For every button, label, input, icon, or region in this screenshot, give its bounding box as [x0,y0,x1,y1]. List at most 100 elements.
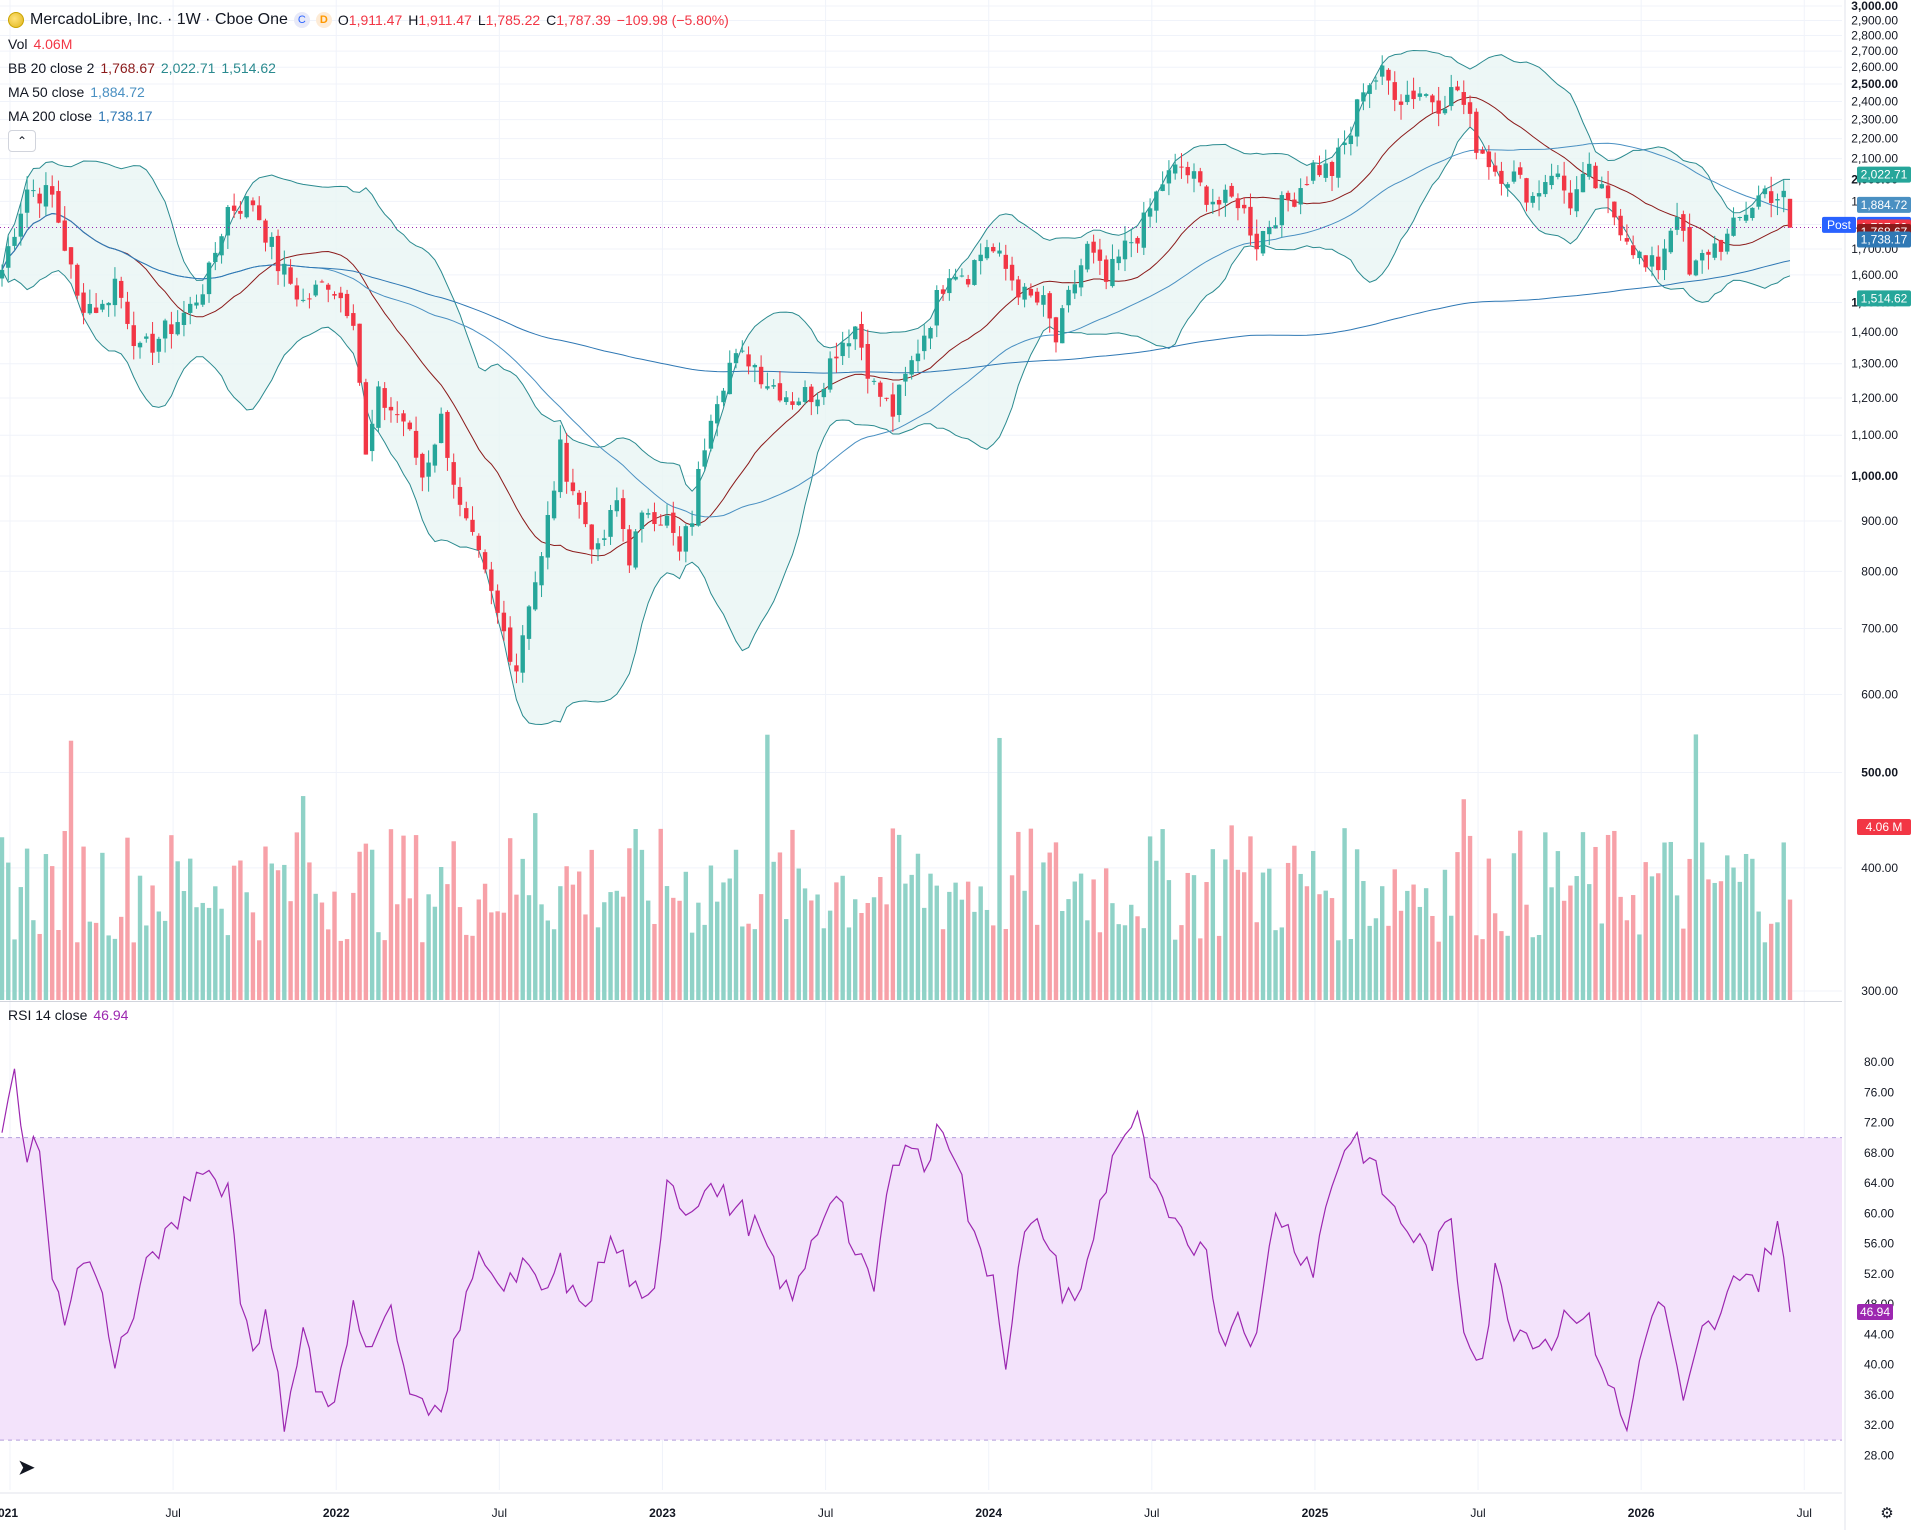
rsi-tick-label: 32.00 [1864,1418,1894,1432]
price-tick-label: 2,500.00 [1851,77,1898,91]
candle-body [495,590,500,613]
volume-bar [1455,852,1460,1000]
candle-body [1267,226,1272,235]
volume-bar [727,878,732,1000]
bb-upper-line [1,49,1790,492]
candle-body [1762,188,1768,195]
volume-bar [1078,873,1084,1000]
candle-body [1737,217,1743,219]
candle-body [1185,166,1190,176]
volume-bar [1135,916,1140,1000]
candle-body [294,285,300,300]
volume-bar [93,922,99,1000]
candle-body [1743,214,1749,221]
candle-body [1373,80,1379,82]
candle-body [100,303,105,310]
market-closed-badge[interactable]: C [293,12,310,28]
candle-body [940,289,946,294]
candle-body [56,191,61,223]
symbol-title[interactable]: MercadoLibre, Inc. · 1W · Cboe One [30,11,288,28]
candle-body [1442,108,1448,114]
volume-bar [859,912,864,1000]
candle-body [903,373,908,382]
tradingview-logo-icon[interactable]: ➤ [18,1457,35,1479]
delayed-data-badge[interactable]: D [315,12,332,28]
candle-body [200,294,205,305]
candle-body [865,344,870,379]
candle-body [1392,82,1397,100]
volume-bar [1361,881,1366,1000]
candle-body [664,515,670,526]
collapse-legend-button[interactable]: ⌃ [8,130,36,152]
rsi-legend[interactable]: RSI 14 close 46.94 [8,1007,128,1023]
volume-legend-row[interactable]: Vol 4.06M [8,32,729,56]
candle-body [1016,279,1021,298]
candle-body [244,196,249,218]
volume-bar [395,904,400,1000]
candle-body [225,206,231,236]
candle-body [633,531,638,568]
price-tick-label: 2,400.00 [1851,94,1898,108]
gear-icon[interactable]: ⚙ [1880,1504,1893,1522]
candle-body [426,462,431,477]
candle-body [558,439,563,493]
candle-body [213,252,218,263]
volume-bar [1204,882,1209,1000]
volume-bar [1518,830,1523,1000]
price-tag-text: 1,514.62 [1861,291,1908,305]
volume-bar [1593,846,1598,1000]
volume-bar [1342,828,1347,1000]
volume-bar [915,853,921,1000]
candle-body [984,247,990,259]
volume-bar [758,894,764,1000]
symbol-row[interactable]: MercadoLibre, Inc. · 1W · Cboe One C D O… [8,8,729,32]
candle-body [1241,204,1247,209]
candle-body [1273,225,1278,229]
volume-bar [1241,872,1247,1000]
volume-bar [1348,938,1354,1000]
ma200-legend-row[interactable]: MA 200 close 1,738.17 [8,104,729,128]
candle-body [1624,238,1630,242]
volume-bar [1417,906,1423,1000]
volume-bar [1505,935,1510,1000]
price-tag-text: 2,022.71 [1861,168,1908,182]
price-tag-bb-upper: 2,022.71 [1857,166,1911,183]
candle-body [1060,308,1065,344]
candle-body [476,535,481,551]
volume-bar [1423,888,1429,1000]
candle-body [106,302,111,306]
bb-legend-row[interactable]: BB 20 close 2 1,768.67 2,022.71 1,514.62 [8,56,729,80]
candle-body [438,413,444,444]
candle-body [275,235,281,272]
volume-bar [407,898,412,1000]
price-tick-label: 2,900.00 [1851,14,1898,28]
candle-body [1524,178,1529,203]
volume-bar [1687,858,1692,1000]
candle-body [821,388,827,398]
volume-bar [1480,939,1485,1000]
candle-body [1317,165,1322,176]
time-tick-label: 2024 [975,1506,1002,1520]
candle-body [1787,198,1793,228]
candle-body [1656,256,1661,271]
volume-bar [1198,938,1203,1000]
price-tag-volume: 4.06 M [1857,819,1911,835]
volume-bar [677,900,682,1000]
ma50-legend-row[interactable]: MA 50 close 1,884.72 [8,80,729,104]
price-tag-bg [1857,819,1911,835]
price-tick-label: 2,300.00 [1851,113,1898,127]
volume-bar [507,838,513,1000]
volume-bar [1016,831,1021,1000]
volume-bar [627,848,632,1000]
candle-body [972,260,977,285]
candle-body [890,394,896,417]
rsi-tick-label: 60.00 [1864,1206,1894,1220]
candle-body [1668,230,1673,253]
candle-body [727,362,732,395]
volume-bar [464,934,469,1000]
candle-body [1486,151,1492,168]
candle-body [432,444,438,466]
candle-body [765,386,770,389]
volume-bar [564,866,569,1000]
